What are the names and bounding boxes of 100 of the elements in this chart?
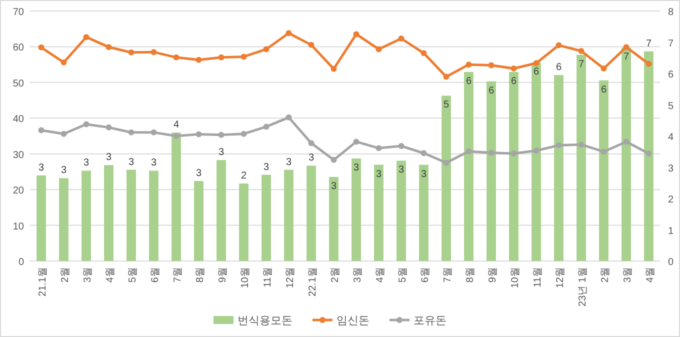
y-tick-label: 50 [12,78,24,90]
x-tick-label: 2월 [60,267,71,283]
x-tick-label: 10월 [240,267,251,288]
bar [644,51,654,261]
x-tick-label: 4월 [644,267,656,283]
point [646,150,652,156]
point [398,143,404,149]
bar [126,170,136,261]
y-tick-label: 0 [18,257,24,268]
x-tick-label: 22.1월 [307,267,318,296]
point [196,56,202,63]
point [286,30,292,36]
data-label: 7 [578,58,584,70]
point [646,60,652,67]
x-tick-label: 4월 [374,267,386,283]
point [488,150,494,156]
point [420,150,427,156]
point [218,54,224,60]
point [173,54,180,60]
point [600,148,607,155]
bar [306,166,316,261]
bar [554,75,564,261]
point [83,34,90,40]
point [466,62,472,68]
legend-label: 임신돈 [336,315,370,327]
y2-tick-label: 4 [668,132,674,143]
data-label: 6 [488,85,494,96]
data-label: 2 [240,170,247,182]
x-tick-label: 2월 [600,267,611,283]
point [106,44,112,50]
bar [532,62,541,261]
x-tick-label: 6월 [420,267,431,283]
x-tick-label: 5월 [397,267,408,283]
point [420,50,427,56]
point [38,44,44,50]
y2-tick-label: 6 [668,70,674,80]
data-label: 4 [173,120,180,131]
point [60,130,67,137]
bar [329,176,338,261]
x-tick-label: 11월 [532,267,544,288]
point [353,138,360,145]
data-label: 3 [420,168,427,180]
point [533,148,540,154]
data-label: 6 [533,66,540,78]
data-label: 7 [646,38,652,50]
point [623,44,630,50]
point [510,150,517,156]
bar [59,178,68,261]
data-label: 3 [286,156,292,168]
y-tick-label: 70 [12,7,24,18]
point [443,160,450,166]
bar [464,72,474,261]
point [38,127,44,134]
point [150,129,157,136]
bar [576,54,586,261]
data-label: 3 [150,158,157,169]
point [578,142,584,148]
legend-label: 번식용모돈 [238,315,292,327]
y2-tick-label: 2 [668,194,674,206]
data-label: 3 [106,152,112,164]
x-tick-label: 7월 [442,267,454,283]
point [376,145,382,152]
x-tick-label: 10월 [510,267,521,288]
point [466,148,472,154]
bar [82,170,91,261]
point [353,31,360,38]
point [443,74,450,80]
data-label: 6 [600,84,607,96]
point [510,66,517,72]
point [330,66,337,72]
x-tick-label: 12월 [554,267,566,288]
bar [622,48,631,261]
point [218,132,224,138]
point [83,121,90,128]
bar [194,181,204,261]
x-tick-label: 5월 [127,267,138,283]
point [376,46,382,52]
y2-tick-label: 3 [668,163,674,174]
bar [284,170,294,261]
legend-label: 포유돈 [414,315,446,327]
point [398,36,404,42]
data-label: 7 [623,52,630,63]
y2-tick-label: 5 [668,100,674,112]
x-tick-label: 9월 [487,267,498,283]
y-tick-label: 40 [12,114,24,126]
x-tick-label: 23년 1월 [577,267,588,306]
data-label: 3 [376,168,382,180]
y-tick-label: 60 [12,42,24,54]
bar [262,174,271,261]
data-label: 3 [398,164,404,176]
data-label: 6 [510,76,517,87]
x-tick-label: 3월 [82,267,94,283]
data-label: 6 [556,62,562,74]
bar [396,160,406,261]
point [106,124,112,130]
data-label: 3 [60,165,67,176]
point [128,129,134,136]
data-label: 3 [330,180,337,192]
bar [149,170,158,261]
bar [509,72,518,261]
